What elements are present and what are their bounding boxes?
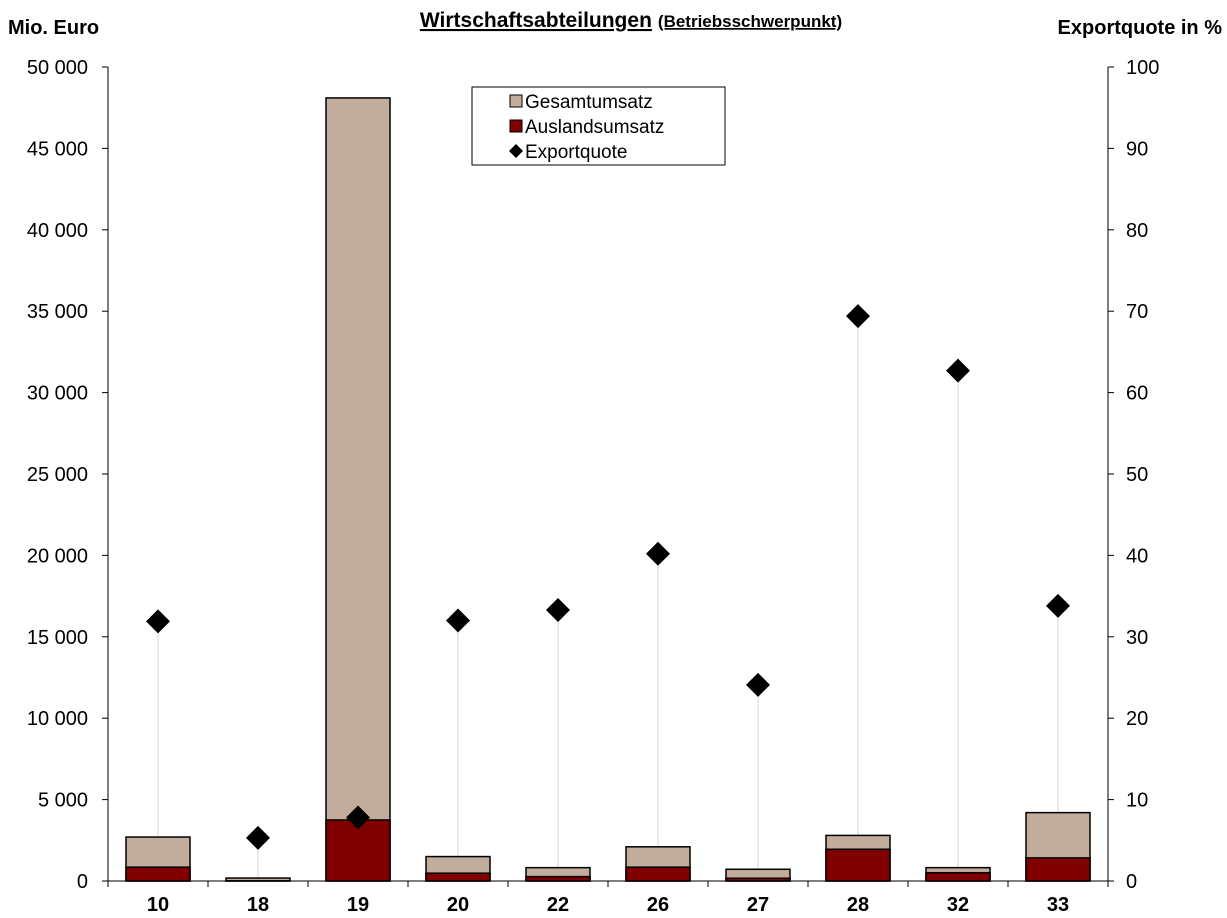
left-tick-label: 50 000 (27, 57, 88, 79)
category-label-10: 10 (147, 894, 169, 916)
right-tick-label: 50 (1126, 464, 1148, 486)
left-tick-label: 15 000 (27, 627, 88, 649)
category-label-26: 26 (647, 894, 669, 916)
axes (102, 66, 1114, 887)
left-tick-label: 45 000 (27, 138, 88, 160)
legend-label-gesamtumsatz: Gesamtumsatz (525, 92, 653, 113)
right-tick-label: 90 (1126, 138, 1148, 160)
bar-auslandsumsatz-32 (925, 871, 991, 882)
chart-title: Wirtschaftsabteilungen (Betriebsschwerpun… (420, 9, 842, 32)
category-label-28: 28 (847, 894, 869, 916)
chart-title-main: Wirtschaftsabteilungen (420, 9, 652, 32)
bar-auslandsumsatz-20 (425, 872, 491, 882)
exportquote-markers (146, 304, 1070, 850)
category-label-18: 18 (247, 894, 269, 916)
category-label-27: 27 (747, 894, 769, 916)
exportquote-marker-27 (746, 672, 770, 697)
left-tick-label: 40 000 (27, 220, 88, 242)
legend-label-exportquote: Exportquote (525, 142, 627, 163)
left-tick-label: 30 000 (27, 383, 88, 405)
right-tick-label: 0 (1126, 871, 1137, 893)
bar-auslandsumsatz-28 (825, 848, 891, 882)
exportquote-marker-19 (346, 805, 370, 830)
bar-auslandsumsatz-26 (625, 866, 691, 882)
right-tick-label: 60 (1126, 383, 1148, 405)
right-tick-label: 10 (1126, 790, 1148, 812)
legend-label-auslandsumsatz: Auslandsumsatz (525, 117, 664, 138)
tick-labels: 0 5 000 10 000 15 000 20 000 25 000 30 000 35 0… (27, 57, 1160, 916)
category-label-32: 32 (947, 894, 969, 916)
legend-swatch-gesamtumsatz (509, 94, 523, 108)
right-tick-label: 20 (1126, 708, 1148, 730)
right-axis-label: Exportquote in % (1058, 17, 1223, 39)
left-tick-label: 35 000 (27, 301, 88, 323)
left-tick-label: 25 000 (27, 464, 88, 486)
bar-gesamtumsatz-19 (325, 97, 391, 882)
category-label-20: 20 (447, 894, 469, 916)
right-tick-label: 40 (1126, 545, 1148, 567)
left-tick-label: 20 000 (27, 545, 88, 567)
left-tick-label: 5 000 (38, 790, 88, 812)
bars (125, 97, 1091, 882)
exportquote-marker-10 (146, 609, 170, 634)
right-tick-label: 80 (1126, 220, 1148, 242)
exportquote-marker-22 (546, 597, 570, 622)
bar-auslandsumsatz-22 (525, 875, 591, 882)
legend: Gesamtumsatz Auslandsumsatz Exportquote (471, 86, 726, 166)
left-tick-label: 0 (77, 871, 88, 893)
exportquote-marker-28 (846, 304, 870, 329)
exportquote-marker-32 (946, 358, 970, 383)
exportquote-marker-20 (446, 608, 470, 633)
category-label-19: 19 (347, 894, 369, 916)
category-label-33: 33 (1047, 894, 1069, 916)
right-tick-label: 100 (1126, 57, 1159, 79)
left-tick-label: 10 000 (27, 708, 88, 730)
legend-marker-exportquote (509, 144, 523, 158)
bar-auslandsumsatz-10 (125, 866, 191, 882)
left-axis-label: Mio. Euro (8, 17, 99, 39)
exportquote-marker-18 (246, 825, 270, 850)
exportquote-marker-26 (646, 541, 670, 566)
category-label-22: 22 (547, 894, 569, 916)
drop-lines (157, 316, 1059, 881)
bar-auslandsumsatz-33 (1025, 857, 1091, 882)
exportquote-marker-33 (1046, 593, 1070, 618)
legend-swatch-auslandsumsatz (509, 119, 523, 133)
right-tick-label: 70 (1126, 301, 1148, 323)
chart-title-sub: (Betriebsschwerpunkt) (658, 12, 842, 31)
right-tick-label: 30 (1126, 627, 1148, 649)
